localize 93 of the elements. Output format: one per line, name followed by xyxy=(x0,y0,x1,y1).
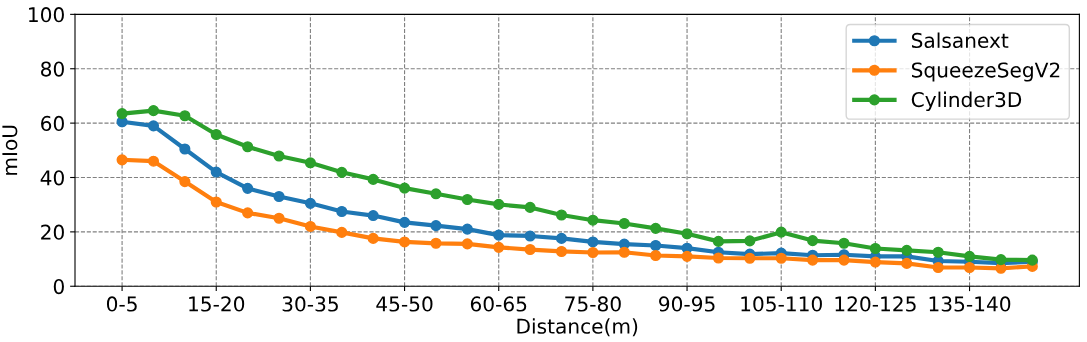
y-axis-title: mIoU xyxy=(2,125,18,175)
x-tick-label: 0-5 xyxy=(106,296,137,312)
point xyxy=(461,193,473,206)
point xyxy=(963,261,976,274)
point xyxy=(210,166,222,178)
y-tick-label: 40 xyxy=(40,170,64,186)
point xyxy=(775,252,787,264)
point xyxy=(367,173,379,185)
y-tick-label: 100 xyxy=(29,7,64,23)
point xyxy=(179,110,191,122)
point xyxy=(399,216,411,228)
point xyxy=(147,105,160,117)
point xyxy=(367,232,379,244)
x-tick-label: 105-110 xyxy=(741,296,822,312)
x-tick-label: 45-50 xyxy=(376,296,433,312)
point xyxy=(430,220,442,232)
point xyxy=(493,198,505,210)
y-tick-label: 0 xyxy=(53,278,64,295)
point xyxy=(304,197,316,209)
x-tick-label: 15-20 xyxy=(189,296,245,312)
y-tick-label: 20 xyxy=(41,224,64,240)
point xyxy=(273,190,285,203)
point xyxy=(461,238,473,250)
point xyxy=(367,210,379,222)
point xyxy=(807,254,819,266)
legend-label: SqueezeSegV2 xyxy=(911,62,1060,82)
point xyxy=(681,228,693,240)
point xyxy=(681,250,693,262)
point xyxy=(555,209,568,221)
point xyxy=(210,196,222,208)
point xyxy=(179,143,191,155)
point xyxy=(336,205,348,218)
point xyxy=(116,154,128,166)
point xyxy=(273,150,285,162)
point xyxy=(399,182,411,194)
x-tick-label: 75-80 xyxy=(565,296,621,312)
point xyxy=(963,250,976,262)
x-tick-label: 90-95 xyxy=(659,296,715,312)
point xyxy=(932,261,944,274)
point xyxy=(587,214,599,226)
y-tick-label: 80 xyxy=(41,61,64,77)
point xyxy=(493,229,505,241)
point xyxy=(147,120,160,132)
point xyxy=(618,217,630,230)
point xyxy=(179,176,191,188)
point xyxy=(555,232,568,244)
point xyxy=(242,207,254,219)
y-tick-label: 60 xyxy=(41,115,64,132)
point xyxy=(744,252,756,264)
point xyxy=(618,246,630,258)
point xyxy=(210,128,222,141)
x-tick-label: 135-140 xyxy=(929,296,1011,312)
point xyxy=(775,226,787,238)
point xyxy=(273,212,285,224)
point xyxy=(838,254,850,266)
point xyxy=(869,256,881,268)
point xyxy=(901,244,913,256)
point xyxy=(336,166,348,178)
point xyxy=(650,249,662,262)
point xyxy=(650,239,662,252)
x-tick-label: 120-125 xyxy=(835,296,916,312)
point xyxy=(524,230,536,242)
x-tick-label: 30-35 xyxy=(282,296,338,312)
point xyxy=(650,222,662,234)
point xyxy=(242,141,254,153)
point xyxy=(869,242,881,255)
point xyxy=(744,235,756,247)
point xyxy=(116,108,128,120)
point xyxy=(147,155,160,167)
point xyxy=(807,235,819,247)
point xyxy=(304,157,316,169)
point xyxy=(901,257,913,269)
point xyxy=(430,237,442,249)
point xyxy=(430,188,442,200)
point xyxy=(555,245,568,258)
point xyxy=(304,220,316,232)
point xyxy=(932,246,944,258)
point xyxy=(524,201,536,213)
legend-label: Salsanext xyxy=(911,32,1009,49)
point xyxy=(493,241,505,253)
point xyxy=(336,226,348,238)
point xyxy=(712,235,724,247)
point xyxy=(712,252,724,264)
x-tick-label: 60-65 xyxy=(470,296,527,312)
legend-label: Cylinder3D xyxy=(911,91,1022,112)
point xyxy=(524,243,536,256)
point xyxy=(242,182,254,194)
point xyxy=(461,223,473,235)
point xyxy=(587,246,599,259)
x-axis-title: Distance(m) xyxy=(517,318,638,337)
point xyxy=(399,236,411,248)
point xyxy=(587,236,599,248)
point xyxy=(838,237,850,249)
